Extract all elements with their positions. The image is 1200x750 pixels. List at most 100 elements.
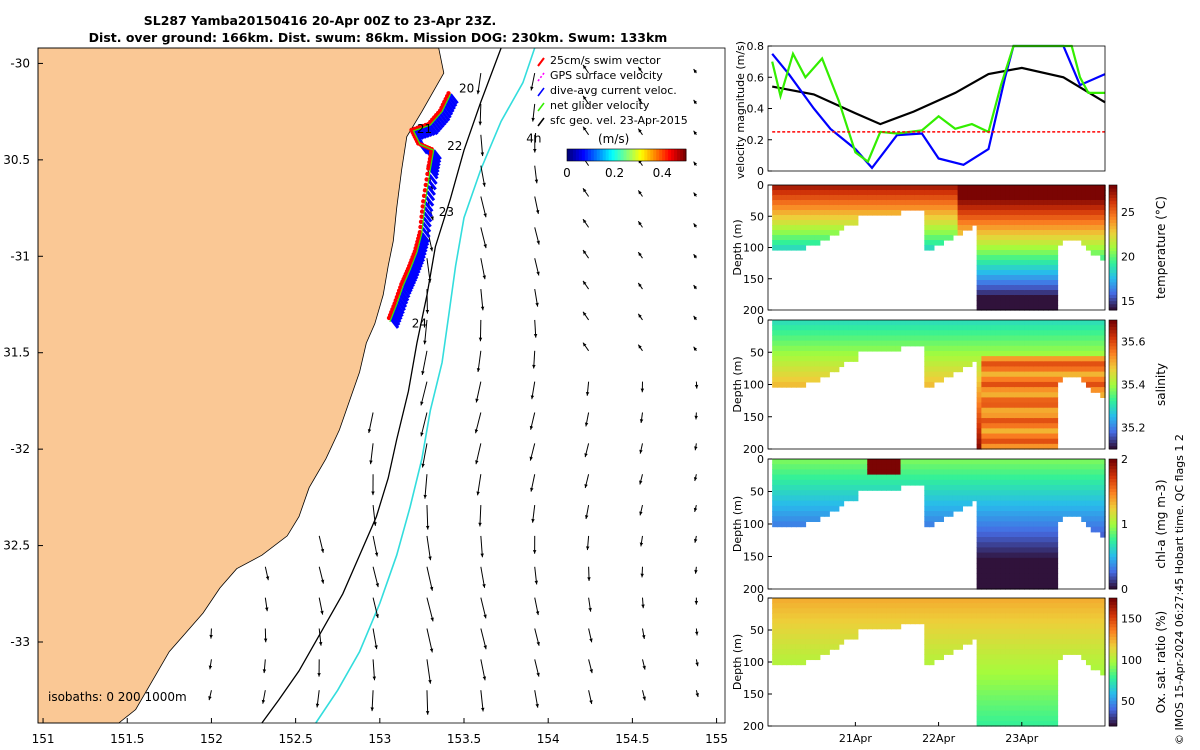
section-colorbar-cell xyxy=(1109,639,1117,644)
section-cell xyxy=(976,654,983,661)
section-cell xyxy=(1038,330,1044,337)
section-cell xyxy=(829,325,835,331)
velocity-arrowhead xyxy=(474,429,479,434)
section-cell xyxy=(805,505,811,512)
section-cell xyxy=(867,603,873,609)
section-cell xyxy=(924,500,930,507)
section-colorbar-cell xyxy=(1109,514,1117,518)
section-cell xyxy=(957,638,964,645)
section-cell xyxy=(967,603,973,609)
velocity-arrowhead xyxy=(693,161,698,166)
section-cell xyxy=(781,490,788,496)
section-cell xyxy=(938,195,944,201)
section-cell xyxy=(819,195,826,201)
section-cell xyxy=(791,376,797,383)
section-cell xyxy=(1019,428,1025,435)
section-cell xyxy=(1014,356,1021,362)
section-cell xyxy=(1062,603,1068,609)
section-cell xyxy=(1071,195,1078,201)
section-xtick-label: 21Apr xyxy=(839,732,873,745)
section-cell xyxy=(800,505,807,512)
section-cell xyxy=(1024,500,1030,507)
net-glider-velocity-line xyxy=(389,94,452,323)
section-cell xyxy=(781,230,788,236)
section-cell xyxy=(1071,469,1078,476)
section-cell xyxy=(1066,623,1073,630)
section-cell xyxy=(1009,330,1016,337)
section-cell xyxy=(981,578,987,585)
section-cell xyxy=(1043,185,1049,191)
section-cell xyxy=(800,659,807,666)
section-cell xyxy=(1047,644,1054,650)
section-cell xyxy=(948,608,954,614)
section-cell xyxy=(1028,402,1035,409)
section-cell xyxy=(1009,633,1016,640)
section-cell xyxy=(786,376,792,383)
section-cell xyxy=(1095,464,1101,470)
swim-vector xyxy=(423,182,429,188)
section-cell xyxy=(862,195,868,201)
section-cell xyxy=(1047,578,1054,585)
section-cell xyxy=(1028,679,1035,686)
section-colorbar-tick-label: 100 xyxy=(1121,654,1142,667)
section-cell xyxy=(971,340,978,347)
dive-avg-vector xyxy=(415,129,425,140)
section-cell xyxy=(1071,500,1078,507)
dive-avg-vector xyxy=(416,248,426,260)
section-cell xyxy=(1081,516,1087,522)
section-cell xyxy=(1019,361,1025,368)
day-label: 20 xyxy=(459,81,474,95)
section-cell xyxy=(1047,220,1054,226)
section-cell xyxy=(819,350,826,357)
section-cell xyxy=(933,220,940,226)
section-cell xyxy=(919,598,925,604)
section-cell xyxy=(990,505,997,512)
section-cell xyxy=(929,381,935,388)
section-cell xyxy=(1066,469,1073,476)
section-cell xyxy=(791,516,797,522)
section-colorbar-cell xyxy=(1109,537,1117,541)
section-cell xyxy=(1066,320,1073,326)
section-cell xyxy=(981,195,987,201)
section-cell xyxy=(1100,618,1106,625)
section-cell xyxy=(881,623,887,630)
section-cell xyxy=(1014,190,1021,196)
section-cell xyxy=(1028,628,1035,635)
section-cell xyxy=(929,361,935,368)
section-cell xyxy=(1038,690,1044,696)
section-cell xyxy=(800,628,807,635)
section-cell xyxy=(776,469,783,476)
section-cell xyxy=(1076,330,1082,337)
section-cell xyxy=(1028,516,1035,522)
section-cell xyxy=(1095,521,1101,528)
section-cell xyxy=(1014,537,1021,543)
section-cell xyxy=(1081,235,1087,241)
section-cell xyxy=(1009,516,1016,522)
section-cell xyxy=(800,350,807,357)
velocity-arrowhead xyxy=(315,703,320,708)
section-cell xyxy=(971,485,978,491)
section-cell xyxy=(895,603,902,609)
section-colorbar-cell xyxy=(1109,540,1117,544)
section-cell xyxy=(838,185,845,191)
section-cell xyxy=(967,220,973,226)
velocity-arrowhead xyxy=(585,391,590,396)
section-cell xyxy=(1014,381,1021,388)
section-cell xyxy=(805,474,811,481)
section-cell xyxy=(1100,255,1106,261)
section-cell xyxy=(976,633,983,640)
section-colorbar-tick-label: 15 xyxy=(1121,295,1135,308)
section-cell xyxy=(791,195,797,201)
section-cell xyxy=(852,320,859,326)
section-cell xyxy=(948,623,954,630)
velocity-arrowhead xyxy=(583,188,587,193)
section-cell xyxy=(876,205,883,211)
section-cell xyxy=(1005,205,1011,211)
section-cell xyxy=(886,195,892,201)
section-cell xyxy=(981,531,987,538)
section-cell xyxy=(1043,305,1049,311)
section-cell xyxy=(1043,320,1049,326)
section-cell xyxy=(986,537,992,543)
section-cell xyxy=(1009,423,1016,429)
